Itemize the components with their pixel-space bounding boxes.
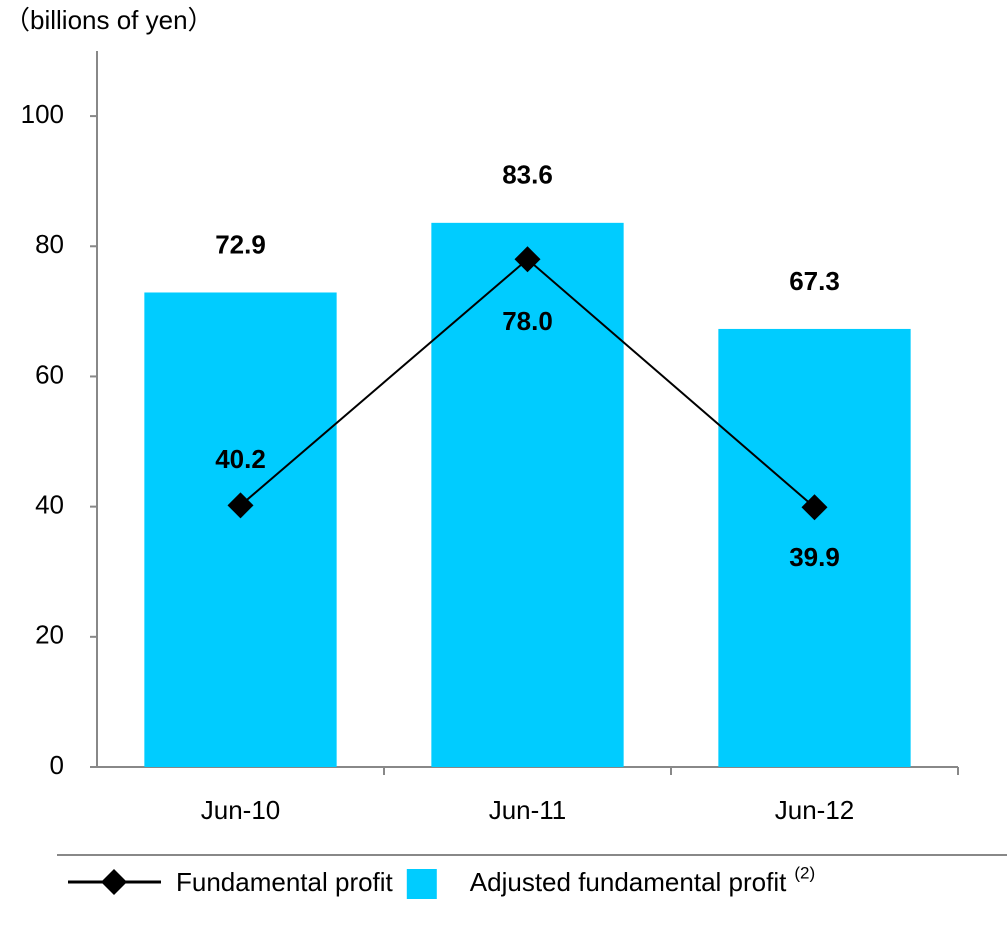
- y-tick-label: 80: [35, 229, 64, 259]
- line-value-label: 40.2: [215, 444, 266, 474]
- marker: [801, 494, 828, 521]
- y-tick-label: 40: [35, 490, 64, 520]
- x-tick-label: Jun-10: [201, 795, 281, 825]
- bar-value-label: 67.3: [789, 266, 840, 296]
- y-axis-label: （billions of yen）: [4, 5, 214, 35]
- x-tick-label: Jun-11: [489, 795, 567, 825]
- bar-value-label: 83.6: [502, 160, 553, 190]
- y-tick-label: 20: [35, 620, 64, 650]
- legend-label: Adjusted fundamental profit: [470, 867, 787, 897]
- x-tick-label: Jun-12: [775, 795, 855, 825]
- legend-superscript: (2): [794, 863, 815, 882]
- bar: [144, 292, 337, 767]
- marker: [514, 246, 541, 273]
- bar: [718, 328, 911, 767]
- y-tick-label: 60: [35, 359, 64, 389]
- bar-value-label: 72.9: [215, 229, 266, 259]
- line-value-label: 78.0: [502, 306, 553, 336]
- y-tick-label: 0: [50, 750, 64, 780]
- legend-label: Fundamental profit: [176, 867, 394, 897]
- line-value-label: 39.9: [789, 542, 840, 572]
- y-tick-label: 100: [21, 99, 64, 129]
- legend-swatch: [406, 869, 437, 899]
- marker: [227, 492, 254, 519]
- bar: [431, 222, 624, 768]
- legend-marker: [101, 869, 127, 895]
